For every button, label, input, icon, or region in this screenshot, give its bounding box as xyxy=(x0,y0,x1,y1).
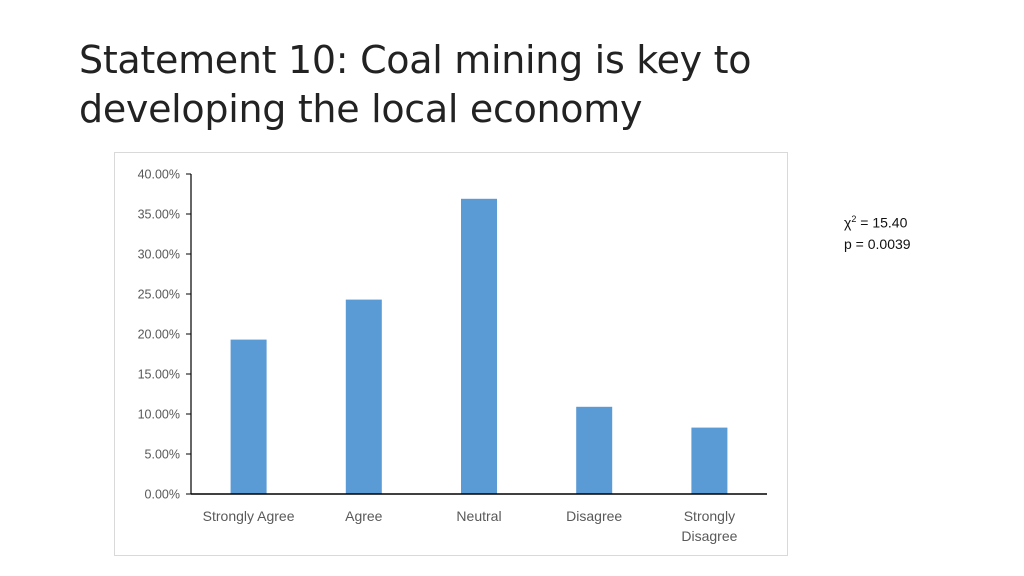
bar-agree xyxy=(345,299,382,494)
x-category-label: Strongly Disagree xyxy=(681,508,737,544)
slide-title: Statement 10: Coal mining is key to deve… xyxy=(79,38,752,131)
chi-square-value: = 15.40 xyxy=(856,214,908,231)
bar-disagree xyxy=(576,406,613,494)
p-value-line: p = 0.0039 xyxy=(844,235,911,252)
y-tick-label: 10.00% xyxy=(138,408,180,422)
chi-square-line: χ2 = 15.40 xyxy=(844,209,911,234)
statistics-box: χ2 = 15.40 p = 0.0039 xyxy=(844,209,911,255)
y-tick-label: 25.00% xyxy=(138,288,180,302)
y-tick-label: 30.00% xyxy=(138,248,180,262)
bar-strongly-disagree xyxy=(691,427,728,494)
y-tick-label: 0.00% xyxy=(145,488,180,502)
y-tick-label: 20.00% xyxy=(138,328,180,342)
x-category-label: Strongly Agree xyxy=(203,508,295,524)
bar-strongly-agree xyxy=(230,339,267,494)
bar-neutral xyxy=(461,198,497,495)
y-tick-label: 35.00% xyxy=(138,208,180,222)
chi-superscript: 2 xyxy=(851,214,857,224)
bar-chart: 0.00% 5.00% 10.00% 15.00% 20.00% 25.00% 30.00%… xyxy=(138,168,767,544)
y-tick-label: 15.00% xyxy=(138,368,180,382)
y-tick-label: 5.00% xyxy=(145,448,180,462)
chi-symbol: χ xyxy=(844,214,852,231)
x-category-label: Neutral xyxy=(456,508,501,524)
x-category-label: Disagree xyxy=(566,508,622,524)
y-tick-label: 40.00% xyxy=(138,168,180,182)
x-category-label: Agree xyxy=(345,508,383,524)
chart-frame: 0.00% 5.00% 10.00% 15.00% 20.00% 25.00% 30.00%… xyxy=(114,152,788,556)
